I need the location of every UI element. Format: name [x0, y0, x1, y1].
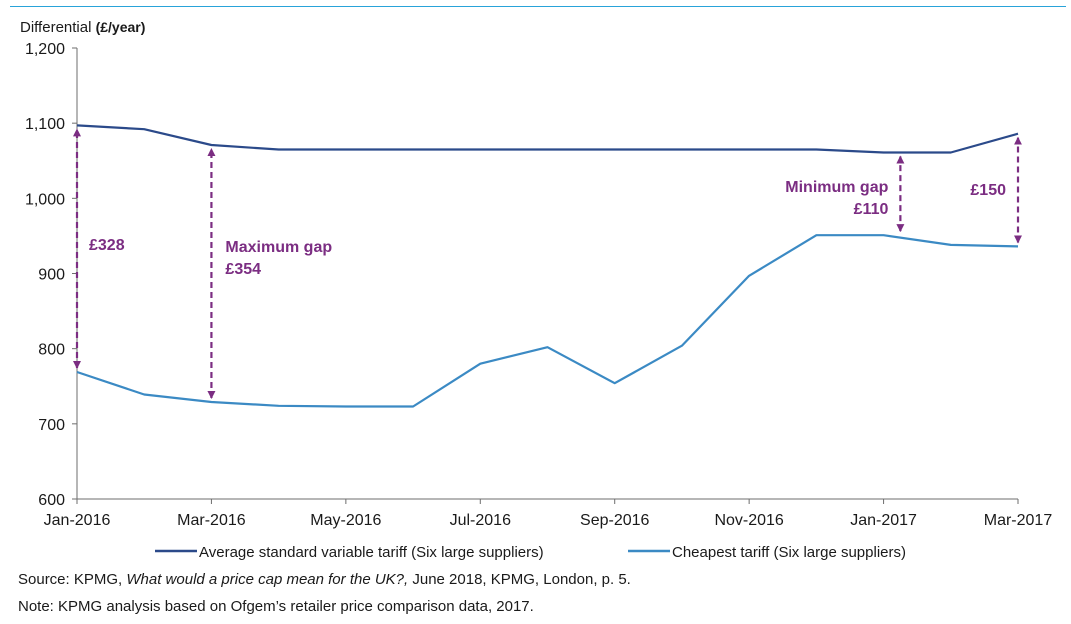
gap-label-1: £328 [89, 237, 125, 254]
legend: Average standard variable tariff (Six la… [155, 544, 906, 561]
source-title: What would a price cap mean for the UK?, [126, 571, 409, 588]
gap-label-3: Minimum gap [785, 179, 888, 196]
x-tick-label: Mar-2017 [984, 512, 1053, 529]
x-tick-label: Jan-2016 [44, 512, 111, 529]
note-line: Note: KPMG analysis based on Ofgem’s ret… [18, 598, 534, 615]
y-tick-label: 1,100 [25, 116, 65, 133]
y-tick-label: 1,000 [25, 191, 65, 208]
axes: 600 700 800 900 1,000 1,100 1,200 Jan-2016 Mar-2… [20, 19, 1052, 529]
y-axis-title: Differential (£/year) [20, 19, 145, 36]
legend-label-1: Average standard variable tariff (Six la… [199, 544, 544, 561]
gap-label-2: £354 [225, 261, 261, 278]
x-tick-label: Sep-2016 [580, 512, 649, 529]
x-tick-label: May-2016 [310, 512, 381, 529]
gap-label-3: £110 [854, 201, 889, 218]
series-lines [76, 124, 1019, 408]
source-prefix: Source: KPMG, [18, 571, 127, 588]
gap-label-2: Maximum gap [225, 239, 332, 256]
gap-label-4: £150 [970, 182, 1006, 199]
y-tick-label: 700 [38, 417, 65, 434]
series-line-2 [76, 234, 1019, 408]
legend-label-2: Cheapest tariff (Six large suppliers) [672, 544, 906, 561]
series-line-1 [76, 124, 1019, 154]
x-tick-label: Mar-2016 [177, 512, 246, 529]
line-chart: 600 700 800 900 1,000 1,100 1,200 Jan-2016 Mar-2… [20, 19, 1052, 561]
y-tick-label: 600 [38, 492, 65, 509]
x-tick-label: Nov-2016 [714, 512, 783, 529]
y-axis-title-main: Differential [20, 19, 96, 36]
source-line: Source: KPMG, What would a price cap mea… [18, 571, 631, 588]
y-axis-title-unit: (£/year) [96, 19, 146, 35]
annotations: £328 Maximum gap £354 Minimum gap £110 £150 [73, 128, 1022, 400]
x-tick-label: Jan-2017 [850, 512, 917, 529]
y-tick-label: 800 [38, 342, 65, 359]
top-rule [10, 6, 1066, 7]
source-suffix: June 2018, KPMG, London, p. 5. [408, 571, 631, 588]
x-tick-label: Jul-2016 [450, 512, 511, 529]
y-tick-label: 900 [38, 267, 65, 284]
y-tick-label: 1,200 [25, 41, 65, 58]
